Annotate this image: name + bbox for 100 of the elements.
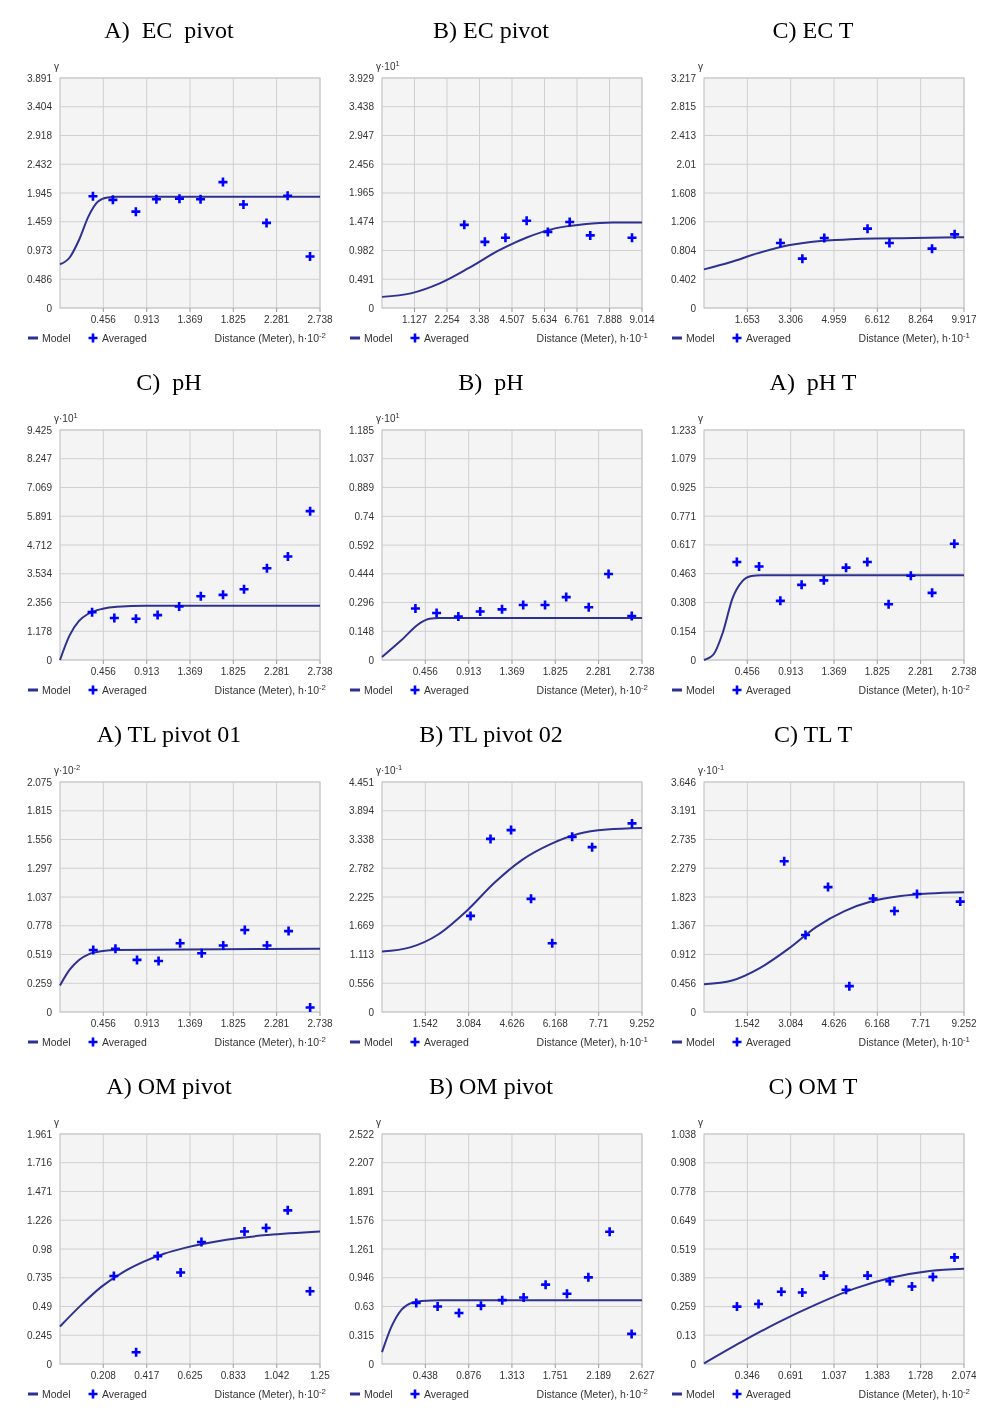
chart-title: A) TL pivot 01 <box>96 721 242 747</box>
y-tick-label: 1.038 <box>670 1128 697 1140</box>
y-tick-label: 1.037 <box>26 891 53 903</box>
y-tick-label: 3.891 <box>26 72 53 84</box>
chart-title: A) OM pivot <box>106 1073 232 1099</box>
y-axis-title: γ·10$^{-2}$ <box>54 762 81 776</box>
y-tick-label: 0.98 <box>32 1243 53 1255</box>
y-tick-label: 0 <box>690 302 697 314</box>
y-tick-label: 1.891 <box>348 1186 375 1198</box>
x-tick-label: 2.738 <box>307 314 333 325</box>
legend-label: Model <box>42 1036 71 1048</box>
y-tick-label: 0 <box>46 654 53 666</box>
y-tick-label: 0 <box>368 302 375 314</box>
y-tick-label: 0.925 <box>670 481 697 493</box>
y-axis-title: γ <box>698 1117 703 1128</box>
y-tick-label: 0.778 <box>26 920 53 932</box>
y-tick-label: 1.474 <box>348 216 375 228</box>
y-tick-label: 0.63 <box>354 1301 375 1313</box>
y-tick-label: 0.315 <box>348 1329 375 1341</box>
y-tick-label: 0.908 <box>670 1157 697 1169</box>
y-tick-label: 1.233 <box>670 424 697 436</box>
y-tick-label: 2.735 <box>670 833 697 845</box>
legend-label: Averaged <box>102 684 147 696</box>
y-tick-label: 0.296 <box>348 597 375 609</box>
x-tick-label: 3.084 <box>456 1018 482 1029</box>
y-tick-label: 3.646 <box>670 776 697 788</box>
y-tick-label: 0.13 <box>676 1329 697 1341</box>
y-tick-label: 2.456 <box>348 158 375 170</box>
y-tick-label: 4.451 <box>348 776 375 788</box>
x-axis-title: Distance (Meter), h·10$^{-1}$ <box>536 1034 648 1048</box>
chart-title: B) pH <box>458 369 524 395</box>
y-tick-label: 0.519 <box>26 948 53 960</box>
x-tick-label: 0.456 <box>734 666 761 677</box>
legend-label: Model <box>686 684 715 696</box>
y-tick-label: 0.771 <box>670 510 697 522</box>
chart-title: B) TL pivot 02 <box>419 721 563 747</box>
legend-label: Averaged <box>424 332 469 344</box>
y-tick-label: 1.961 <box>26 1128 53 1140</box>
x-tick-label: 9.252 <box>951 1018 977 1029</box>
y-tick-label: 0.617 <box>670 539 697 551</box>
x-tick-label: 1.037 <box>821 1370 847 1381</box>
y-tick-label: 0.308 <box>670 597 697 609</box>
y-tick-label: 1.297 <box>26 862 53 874</box>
x-tick-label: 1.542 <box>412 1018 439 1029</box>
y-tick-label: 0.463 <box>670 568 697 580</box>
x-tick-label: 4.959 <box>821 314 847 325</box>
line-series <box>381 827 643 953</box>
y-tick-label: 3.534 <box>26 568 53 580</box>
x-tick-label: 1.25 <box>310 1370 331 1381</box>
y-tick-label: 0.735 <box>26 1272 53 1284</box>
x-tick-label: 1.825 <box>220 314 247 325</box>
x-tick-label: 5.634 <box>531 314 558 325</box>
y-tick-label: 0.946 <box>348 1272 375 1284</box>
chart-title: C) TL T <box>773 721 853 747</box>
legend-label: Model <box>364 1036 393 1048</box>
x-tick-label: 1.751 <box>542 1370 569 1381</box>
x-tick-label: 0.456 <box>90 314 117 325</box>
y-tick-label: 0.519 <box>670 1243 697 1255</box>
line-series <box>703 236 965 271</box>
legend-label: Model <box>364 1388 393 1400</box>
x-tick-label: 0.913 <box>134 666 160 677</box>
y-tick-label: 3.894 <box>348 805 375 817</box>
y-tick-label: 1.556 <box>26 834 53 846</box>
x-tick-label: 1.825 <box>864 666 891 677</box>
x-axis-title: Distance (Meter), h·10$^{-1}$ <box>536 330 648 344</box>
y-tick-label: 0.259 <box>26 977 53 989</box>
x-tick-label: 4.507 <box>499 314 525 325</box>
y-tick-label: 0 <box>46 1006 53 1018</box>
legend-label: Model <box>686 1388 715 1400</box>
y-tick-label: 1.037 <box>348 453 375 465</box>
x-tick-label: 0.438 <box>412 1370 439 1381</box>
y-tick-label: 1.185 <box>348 424 375 436</box>
x-tick-label: 2.281 <box>264 314 290 325</box>
x-tick-label: 2.738 <box>951 666 977 677</box>
chart-title: C) pH <box>136 369 202 395</box>
y-tick-label: 3.929 <box>348 72 375 84</box>
x-tick-label: 2.281 <box>264 666 290 677</box>
y-tick-label: 2.279 <box>670 862 697 874</box>
x-tick-label: 0.456 <box>412 666 439 677</box>
y-tick-label: 1.226 <box>26 1214 53 1226</box>
x-tick-label: 6.168 <box>864 1018 891 1029</box>
x-tick-label: 0.417 <box>134 1370 160 1381</box>
x-tick-label: 2.738 <box>629 666 655 677</box>
x-tick-label: 9.917 <box>951 314 977 325</box>
y-tick-label: 0.973 <box>26 244 53 256</box>
legend-label: Averaged <box>746 1388 791 1400</box>
x-tick-label: 0.913 <box>134 1018 160 1029</box>
y-tick-label: 2.225 <box>348 891 375 903</box>
x-tick-label: 1.042 <box>264 1370 290 1381</box>
y-tick-label: 1.669 <box>348 920 375 932</box>
x-tick-label: 1.127 <box>401 314 428 325</box>
chart-title: A) EC pivot <box>104 17 234 43</box>
y-tick-label: 3.338 <box>348 834 375 846</box>
x-tick-label: 2.281 <box>908 666 934 677</box>
x-tick-label: 3.306 <box>778 314 804 325</box>
line-series <box>381 1299 643 1354</box>
y-tick-label: 0 <box>368 1358 375 1370</box>
y-tick-label: 1.716 <box>26 1157 53 1169</box>
y-tick-label: 0.556 <box>348 977 375 989</box>
y-tick-label: 0.49 <box>32 1301 53 1313</box>
